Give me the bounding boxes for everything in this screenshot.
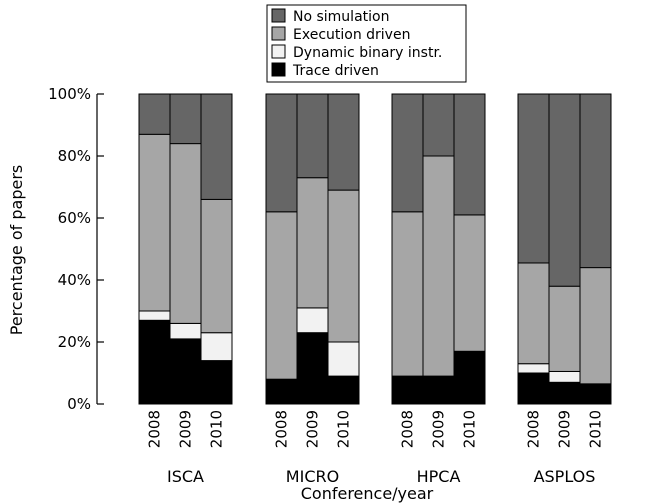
bar-segment-no-simulation (517, 93, 550, 264)
bar-segment-execution-driven (517, 262, 550, 365)
x-tick-label: 2008 (146, 410, 164, 448)
bar-segment-trace-driven (391, 375, 424, 405)
x-tick-label: 2009 (430, 410, 448, 448)
bar-segment-execution-driven (391, 211, 424, 377)
bar-segment-no-simulation (200, 93, 233, 200)
y-tick-label: 100% (48, 85, 91, 103)
bar-segment-execution-driven (327, 189, 360, 343)
legend-swatch-no-simulation (271, 8, 286, 23)
bar-segment-no-simulation (422, 93, 455, 157)
bar-segment-no-simulation (579, 93, 612, 269)
x-tick-label: 2010 (461, 410, 479, 448)
bar-segment-no-simulation (296, 93, 329, 179)
group-label-hpca: HPCA (417, 467, 461, 486)
x-tick-label: 2008 (273, 410, 291, 448)
bar-segment-dynamic-binary-instr (138, 310, 171, 321)
bar-segment-no-simulation (453, 93, 486, 216)
x-tick-label: 2008 (399, 410, 417, 448)
bar-segment-execution-driven (453, 214, 486, 352)
legend-label-no-simulation: No simulation (293, 9, 389, 25)
bar-segment-dynamic-binary-instr (327, 341, 360, 377)
bar-segment-execution-driven (200, 198, 233, 334)
bar-segment-trace-driven (453, 350, 486, 405)
legend-box (266, 4, 467, 83)
bar-segment-execution-driven (265, 211, 298, 380)
legend-swatch-dynamic-binary-instr (271, 44, 286, 59)
bar-segment-trace-driven (169, 338, 202, 405)
y-tick-label: 40% (58, 271, 91, 289)
x-tick-label: 2008 (525, 410, 543, 448)
bar-segment-trace-driven (138, 319, 171, 405)
bar-segment-trace-driven (548, 381, 581, 405)
bar-segment-no-simulation (265, 93, 298, 213)
legend-swatch-execution-driven (271, 26, 286, 41)
bar-segment-no-simulation (138, 93, 171, 135)
y-tick-label: 20% (58, 333, 91, 351)
x-tick-label: 2010 (587, 410, 605, 448)
legend: No simulation Execution driven Dynamic bin… (266, 4, 467, 83)
bar-segment-trace-driven (422, 375, 455, 405)
group-label-isca: ISCA (167, 467, 204, 486)
bars (138, 93, 612, 405)
bar-segment-dynamic-binary-instr (548, 370, 581, 383)
bar-segment-dynamic-binary-instr (169, 322, 202, 340)
bar-segment-trace-driven (200, 360, 233, 405)
bar-segment-no-simulation (391, 93, 424, 213)
group-label-asplos: ASPLOS (534, 467, 596, 486)
legend-swatch-trace-driven (271, 62, 286, 77)
bar-segment-trace-driven (579, 383, 612, 405)
bar-segment-no-simulation (169, 93, 202, 145)
legend-label-dynamic-binary-instr: Dynamic binary instr. (293, 45, 442, 61)
x-axis: 2008 2009 2010 ISCA 2008 2009 2010 MICRO 2008 200… (146, 410, 605, 486)
bar-segment-no-simulation (327, 93, 360, 191)
y-tick-label: 80% (58, 147, 91, 165)
x-tick-label: 2009 (304, 410, 322, 448)
bar-segment-execution-driven (296, 177, 329, 309)
bar-segment-trace-driven (327, 375, 360, 405)
bar-segment-dynamic-binary-instr (517, 363, 550, 374)
bar-segment-trace-driven (517, 372, 550, 405)
x-tick-label: 2009 (556, 410, 574, 448)
y-axis-label: Percentage of papers (7, 165, 26, 335)
bar-segment-execution-driven (579, 267, 612, 385)
bar-segment-execution-driven (138, 133, 171, 312)
x-tick-label: 2010 (208, 410, 226, 448)
legend-label-execution-driven: Execution driven (293, 27, 410, 43)
bar-segment-dynamic-binary-instr (296, 307, 329, 334)
x-axis-label: Conference/year (301, 484, 434, 503)
y-tick-label: 0% (67, 395, 91, 413)
legend-label-trace-driven: Trace driven (292, 63, 379, 79)
bar-segment-trace-driven (265, 378, 298, 405)
bar-segment-dynamic-binary-instr (200, 332, 233, 362)
bar-segment-no-simulation (548, 93, 581, 287)
y-tick-label: 60% (58, 209, 91, 227)
bar-segment-execution-driven (169, 143, 202, 324)
x-tick-label: 2009 (177, 410, 195, 448)
bar-segment-execution-driven (422, 155, 455, 377)
bar-segment-execution-driven (548, 285, 581, 372)
y-axis: 0% 20% 40% 60% 80% 100% (48, 85, 104, 413)
bar-segment-trace-driven (296, 332, 329, 405)
group-label-micro: MICRO (286, 467, 339, 486)
x-tick-label: 2010 (335, 410, 353, 448)
